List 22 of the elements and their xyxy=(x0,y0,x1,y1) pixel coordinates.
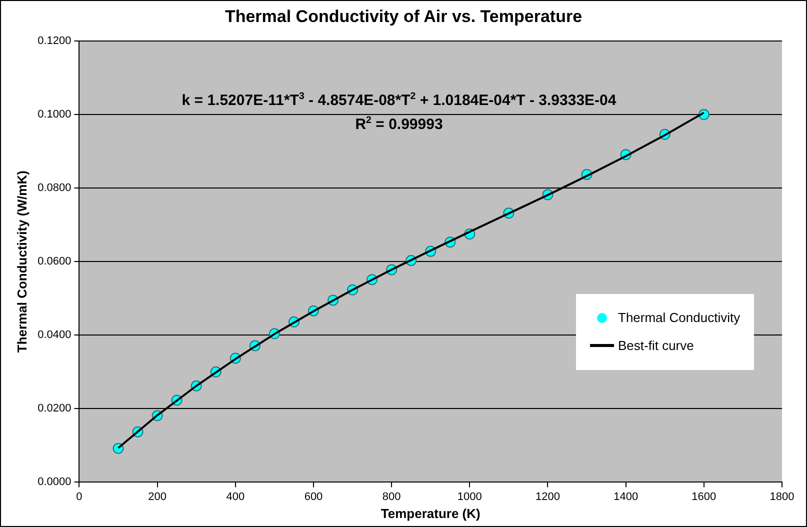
x-tick-label: 0 xyxy=(76,490,82,503)
x-tick-label: 200 xyxy=(148,490,167,503)
y-tick-label: 0.0200 xyxy=(38,402,72,415)
legend-label: Thermal Conductivity xyxy=(618,310,740,326)
y-tick-label: 0.0600 xyxy=(38,256,72,268)
y-tick-label: 0.1200 xyxy=(38,35,72,48)
x-tick-label: 400 xyxy=(226,490,245,503)
x-tick-label: 800 xyxy=(382,490,401,503)
y-tick-label: 0.1000 xyxy=(38,108,72,121)
y-axis-title: Thermal Conductivity (W/mK) xyxy=(14,170,30,353)
legend-label: Best-fit curve xyxy=(618,338,694,354)
y-tick-label: 0.0000 xyxy=(38,476,72,488)
y-tick-label: 0.0400 xyxy=(38,329,72,342)
x-tick-label: 600 xyxy=(304,490,323,503)
x-tick-label: 1400 xyxy=(614,490,638,503)
chart-title: Thermal Conductivity of Air vs. Temperature xyxy=(224,7,584,27)
x-tick-label: 1200 xyxy=(536,490,560,503)
x-tick-label: 1800 xyxy=(770,490,794,503)
x-tick-label: 1000 xyxy=(457,490,482,503)
y-tick-label: 0.0800 xyxy=(38,182,72,194)
x-axis-title: Temperature (K) xyxy=(380,506,480,521)
x-tick-label: 1600 xyxy=(692,490,716,503)
